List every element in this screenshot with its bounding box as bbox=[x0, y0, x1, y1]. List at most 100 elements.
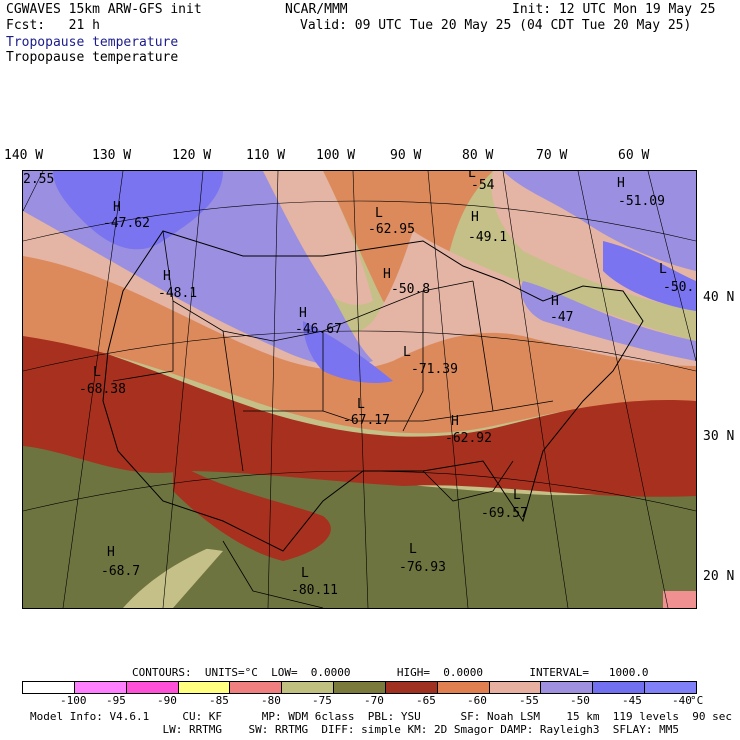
center-type: L bbox=[468, 170, 476, 181]
coastline-gulf bbox=[222, 460, 514, 608]
center-type: H bbox=[383, 267, 391, 282]
center-type: L bbox=[659, 262, 667, 277]
colorbar-swatch bbox=[282, 682, 335, 693]
grid-lon bbox=[352, 171, 369, 608]
weather-map[interactable]: 2.55 H -47.62 L -62.95 L -54 H -49.1 H -… bbox=[22, 170, 697, 609]
colorbar-swatch bbox=[489, 682, 542, 693]
lon-label: 70 W bbox=[536, 148, 568, 163]
grid-lat bbox=[23, 470, 696, 512]
center-type: L bbox=[513, 488, 521, 503]
lat-label: 40 N bbox=[703, 290, 735, 305]
colorbar-tick: -60 bbox=[467, 694, 487, 707]
colorbar-swatch bbox=[541, 682, 594, 693]
center-type: H bbox=[163, 269, 171, 284]
colorbar-tick: -100 bbox=[60, 694, 87, 707]
colorbar-tick: -70 bbox=[364, 694, 384, 707]
field-band-red-2 bbox=[173, 461, 331, 561]
field-title-2: Tropopause temperature bbox=[6, 50, 179, 65]
colorbar-swatch bbox=[126, 682, 179, 693]
field-band-red bbox=[23, 331, 696, 497]
colorbar-tick: -80 bbox=[261, 694, 281, 707]
colorbar-swatch bbox=[74, 682, 127, 693]
colorbar-swatch bbox=[645, 682, 696, 693]
colorbar-swatch bbox=[230, 682, 283, 693]
field-band-orange-north bbox=[323, 171, 493, 315]
center-type: L bbox=[301, 566, 309, 581]
lon-label: 80 W bbox=[462, 148, 494, 163]
colorbar-swatch bbox=[23, 682, 75, 693]
grid-lon bbox=[502, 171, 569, 608]
center-value: -69.57 bbox=[481, 506, 528, 521]
lon-label: 110 W bbox=[246, 148, 286, 163]
grid-lon bbox=[577, 171, 669, 608]
grid-lon bbox=[162, 171, 204, 608]
colorbar-tick: -85 bbox=[209, 694, 229, 707]
lat-label: 20 N bbox=[703, 569, 735, 584]
model-info-line1: Model Info: V4.6.1 CU: KF MP: WDM 6class… bbox=[30, 710, 732, 723]
center-type: L bbox=[375, 206, 383, 221]
field-band-blue-ne bbox=[603, 241, 696, 311]
center-value: -50. bbox=[663, 280, 695, 295]
center-value: -76.93 bbox=[399, 560, 446, 575]
map-field-svg bbox=[23, 171, 696, 608]
center-value: -50.8 bbox=[391, 282, 431, 297]
colorbar-tick: -75 bbox=[312, 694, 332, 707]
contours-info: CONTOURS: UNITS=°C LOW= 0.0000 HIGH= 0.0… bbox=[132, 666, 649, 679]
field-band-blue-central bbox=[303, 321, 393, 383]
org-label: NCAR/MMM bbox=[285, 2, 348, 17]
field-band-pink bbox=[23, 201, 696, 371]
colorbar-swatch bbox=[437, 682, 490, 693]
center-value: -67.17 bbox=[343, 413, 390, 428]
center-type: H bbox=[471, 210, 479, 225]
field-band-blue-nw bbox=[53, 171, 223, 250]
center-type: L bbox=[357, 397, 365, 412]
center-type: L bbox=[403, 345, 411, 360]
lon-label: 140 W bbox=[4, 148, 44, 163]
colorbar-tick: -50 bbox=[570, 694, 590, 707]
center-type: H bbox=[107, 545, 115, 560]
center-value: -80.11 bbox=[291, 583, 338, 598]
field-title-1: Tropopause temperature bbox=[6, 35, 179, 50]
center-value: -46.67 bbox=[295, 322, 342, 337]
center-value: 2.55 bbox=[23, 172, 55, 187]
center-value: -71.39 bbox=[411, 362, 458, 377]
colorbar-tick: -45 bbox=[622, 694, 642, 707]
colorbar-tick: -40 bbox=[672, 694, 692, 707]
valid-time: Valid: 09 UTC Tue 20 May 25 (04 CDT Tue … bbox=[300, 18, 692, 33]
grid-lon bbox=[647, 171, 696, 362]
grid-lon bbox=[23, 171, 44, 212]
center-type: H bbox=[617, 176, 625, 191]
us-outline bbox=[102, 230, 644, 552]
forecast-hour: Fcst: 21 h bbox=[6, 18, 100, 33]
colorbar-swatch bbox=[178, 682, 231, 693]
grid-lat bbox=[23, 330, 696, 372]
colorbar-swatch bbox=[334, 682, 386, 693]
center-value: -62.95 bbox=[368, 222, 415, 237]
center-value: -51.09 bbox=[618, 194, 665, 209]
center-type: H bbox=[551, 294, 559, 309]
model-title: CGWAVES 15km ARW-GFS init bbox=[6, 2, 202, 17]
state-lines-3 bbox=[112, 301, 554, 422]
lon-label: 100 W bbox=[316, 148, 356, 163]
colorbar-tick: -90 bbox=[157, 694, 177, 707]
center-type: H bbox=[113, 200, 121, 215]
field-band-pink-2 bbox=[263, 171, 373, 305]
colorbar bbox=[22, 681, 697, 694]
init-time: Init: 12 UTC Mon 19 May 25 bbox=[512, 2, 716, 17]
center-value: -47.62 bbox=[103, 216, 150, 231]
colorbar-tick: -95 bbox=[106, 694, 126, 707]
state-lines bbox=[162, 230, 474, 342]
colorbar-unit: °C bbox=[690, 694, 704, 707]
center-value: -68.38 bbox=[79, 382, 126, 397]
grid-lon bbox=[427, 171, 469, 608]
center-type: L bbox=[409, 542, 417, 557]
lon-label: 90 W bbox=[390, 148, 422, 163]
center-type: L bbox=[93, 365, 101, 380]
center-value: -54 bbox=[471, 178, 495, 193]
field-band-orange bbox=[23, 251, 696, 434]
center-value: -49.1 bbox=[468, 230, 508, 245]
colorbar-tick: -55 bbox=[519, 694, 539, 707]
model-info-line2: LW: RRTMG SW: RRTMG DIFF: simple KM: 2D … bbox=[30, 723, 680, 736]
lon-label: 130 W bbox=[92, 148, 132, 163]
lat-label: 30 N bbox=[703, 429, 735, 444]
